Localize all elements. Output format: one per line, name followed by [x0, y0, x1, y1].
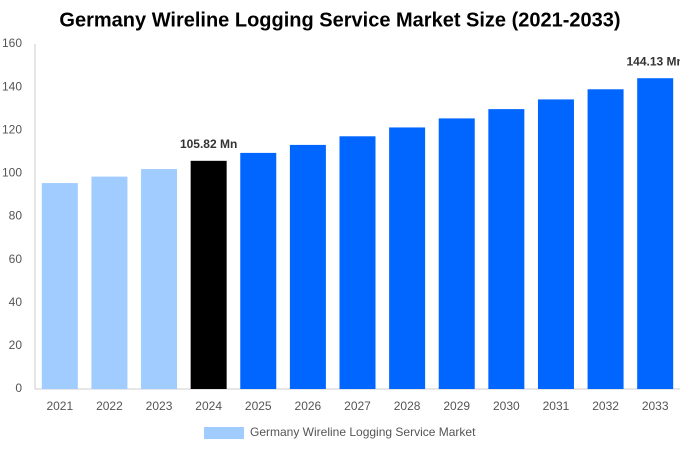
x-tick-label: 2032	[592, 399, 619, 413]
y-tick-label: 0	[15, 381, 22, 395]
bar	[438, 118, 475, 389]
x-tick-label: 2033	[642, 399, 669, 413]
chart-title: Germany Wireline Logging Service Market …	[59, 9, 620, 31]
bar	[587, 89, 624, 389]
legend-swatch	[204, 427, 244, 439]
x-tick-label: 2021	[46, 399, 73, 413]
y-tick-label: 100	[2, 166, 22, 180]
value-label: 105.82 Mn	[180, 137, 237, 151]
x-tick-label: 2031	[543, 399, 570, 413]
value-label: 144.13 Mn	[627, 54, 680, 68]
bar	[339, 136, 376, 389]
bar	[41, 183, 78, 389]
x-tick-label: 2029	[443, 399, 470, 413]
bar	[91, 176, 128, 389]
y-tick-label: 40	[9, 295, 23, 309]
x-tick-label: 2028	[394, 399, 421, 413]
y-tick-label: 20	[9, 338, 23, 352]
x-tick-label: 2026	[295, 399, 322, 413]
legend-label: Germany Wireline Logging Service Market	[250, 425, 476, 439]
bar	[389, 127, 426, 390]
bar	[240, 152, 277, 389]
bar	[190, 160, 227, 389]
bar	[537, 99, 574, 390]
x-tick-label: 2027	[344, 399, 371, 413]
y-tick-label: 140	[2, 79, 22, 93]
bar	[488, 109, 525, 390]
y-tick-label: 80	[9, 209, 23, 223]
y-tick-label: 120	[2, 122, 22, 136]
bar	[141, 169, 178, 389]
x-tick-label: 2025	[245, 399, 272, 413]
x-tick-label: 2022	[96, 399, 123, 413]
bar	[289, 144, 326, 389]
x-tick-label: 2030	[493, 399, 520, 413]
y-tick-label: 60	[9, 252, 23, 266]
x-tick-label: 2023	[146, 399, 173, 413]
bar	[637, 78, 674, 389]
x-tick-label: 2024	[195, 399, 222, 413]
y-tick-label: 160	[2, 36, 22, 50]
